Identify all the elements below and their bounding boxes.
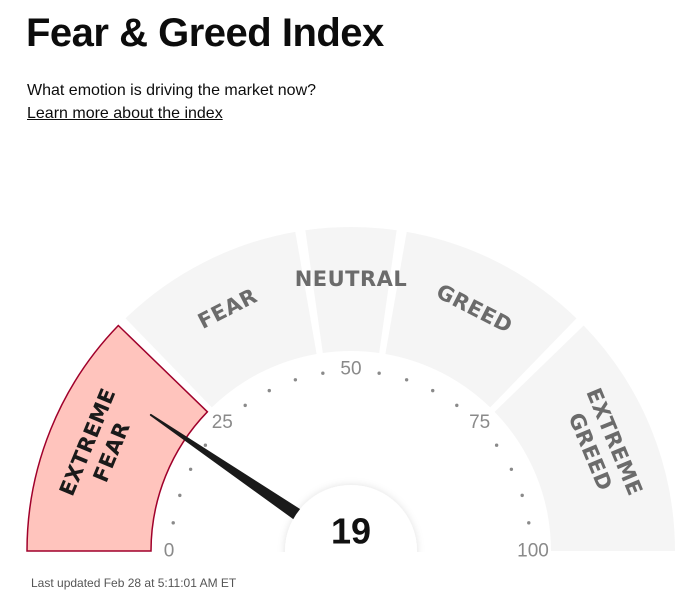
gauge-scale-label: 50 xyxy=(340,359,361,380)
gauge-scale-label: 25 xyxy=(212,412,233,433)
gauge-value: 19 xyxy=(331,511,371,552)
gauge-segment-extreme-greed xyxy=(494,325,675,551)
page-title: Fear & Greed Index xyxy=(26,11,384,55)
gauge-tick-dot xyxy=(171,521,175,525)
gauge-tick-dot xyxy=(520,493,524,498)
gauge-segment-extreme-fear xyxy=(26,324,209,552)
learn-more-link[interactable]: Learn more about the index xyxy=(27,105,223,122)
gauge-tick-dot xyxy=(321,371,325,375)
gauge-segment-label-line: NEUTRAL xyxy=(295,267,408,291)
gauge-tick-dot xyxy=(243,403,247,408)
gauge-tick-dot xyxy=(404,378,409,382)
gauge-segment-greed xyxy=(385,231,577,408)
gauge-tick-dot xyxy=(178,493,182,498)
gauge-tick-dot xyxy=(188,467,193,471)
gauge-tick-dot xyxy=(377,371,381,375)
gauge-scale-label: 0 xyxy=(164,541,175,562)
gauge-tick-dot xyxy=(267,388,271,393)
gauge-tick-dot xyxy=(509,467,514,471)
gauge-tick-dot xyxy=(431,388,435,393)
page-subtitle: What emotion is driving the market now? xyxy=(27,82,317,99)
last-updated: Last updated Feb 28 at 5:11:01 AM ET xyxy=(31,576,237,590)
gauge-hub-mask xyxy=(271,552,431,607)
gauge-tick-dot xyxy=(293,378,298,382)
gauge-segment-label-neutral: NEUTRAL xyxy=(295,267,408,291)
gauge-segment-fear xyxy=(125,231,317,408)
gauge-scale-label: 100 xyxy=(517,541,549,562)
gauge-tick-dot xyxy=(455,403,459,408)
gauge-tick-dot xyxy=(527,521,531,525)
gauge-tick-dot xyxy=(494,443,499,447)
gauge-segment-neutral xyxy=(305,226,397,353)
gauge-scale-label: 75 xyxy=(469,412,490,433)
gauge-tick-dot xyxy=(203,443,208,447)
